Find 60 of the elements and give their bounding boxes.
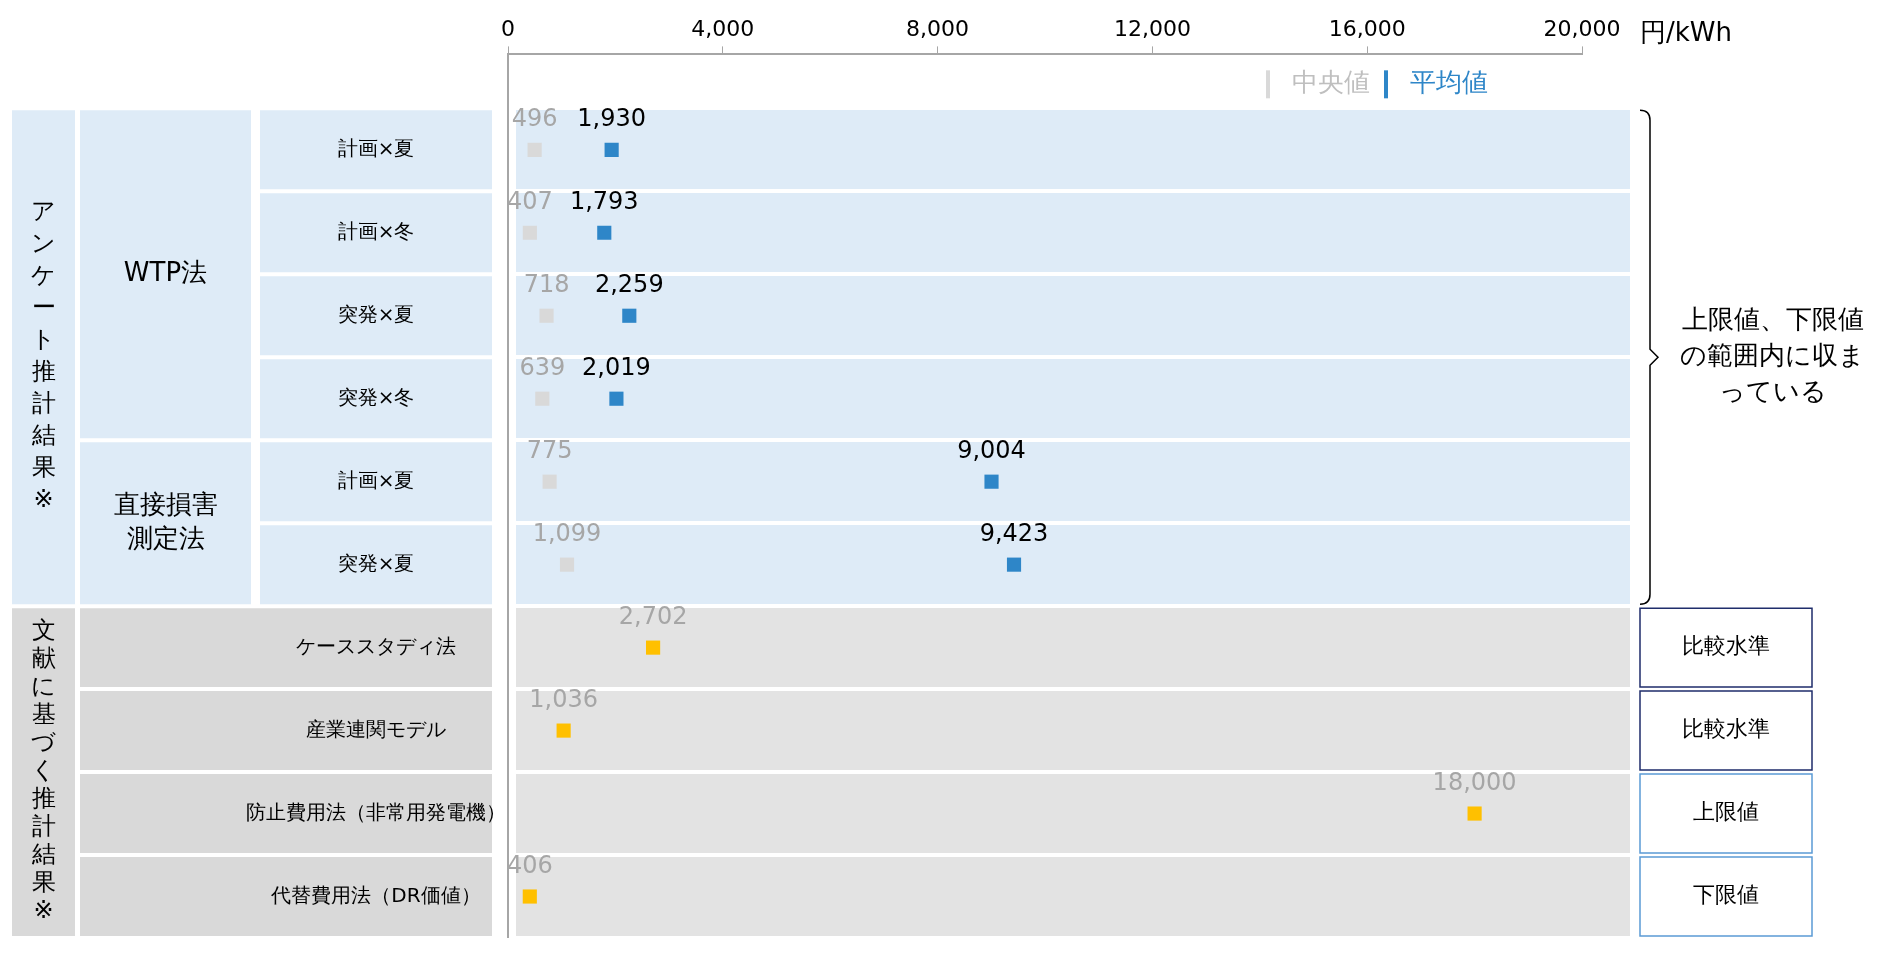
x-tick-label: 20,000: [1543, 15, 1621, 41]
data-label: 1,099: [532, 518, 602, 547]
data-label: 2,019: [582, 352, 651, 381]
legend-label: 中央値: [1292, 67, 1370, 98]
point: [539, 308, 554, 323]
text: 上限値、下限値の範囲内に収まっている: [1680, 303, 1865, 406]
data-label: 407: [506, 187, 553, 216]
point: [522, 225, 537, 240]
text: 文献に基づく推計結果※: [31, 616, 56, 925]
data-label: 18,000: [1432, 767, 1517, 796]
point: [535, 391, 550, 406]
data-label: 1,036: [529, 684, 598, 713]
point: [1467, 806, 1482, 821]
x-tick-label: 16,000: [1328, 15, 1406, 41]
text: 直接損害測定法: [113, 488, 218, 553]
y-tick-label: 突発×夏: [337, 550, 415, 575]
y-tick-label: 突発×冬: [337, 384, 415, 409]
data-label: 496: [511, 104, 558, 133]
legend-label: 平均値: [1410, 67, 1488, 98]
x-tick-label: 8,000: [906, 15, 970, 41]
data-label: 639: [519, 352, 566, 381]
x-tick-label: 12,000: [1113, 15, 1191, 41]
text: 比較水準: [1682, 716, 1770, 742]
point: [522, 889, 537, 904]
data-label: 9,423: [979, 518, 1049, 547]
data-label: 718: [523, 269, 570, 298]
x-axis-title: 円/kWh: [1640, 16, 1733, 47]
data-label: 406: [506, 850, 553, 879]
y-tick-label: 代替費用法（DR価値）: [270, 882, 481, 907]
point: [622, 308, 637, 323]
data-label: 1,930: [577, 104, 646, 133]
y-tick-label: 計画×夏: [337, 467, 415, 492]
x-tick-label: 0: [501, 15, 515, 41]
y-tick-label: 計画×夏: [337, 136, 415, 161]
text: 上限値: [1693, 799, 1759, 825]
x-tick-label: 4,000: [691, 15, 755, 41]
data-label: 9,004: [957, 435, 1026, 464]
y-tick-label: 防止費用法（非常用発電機）: [246, 799, 506, 824]
y-tick-label: ケーススタディ法: [296, 633, 456, 658]
data-label: 2,702: [618, 601, 688, 630]
text: 下限値: [1693, 882, 1759, 908]
data-label: 775: [526, 435, 573, 464]
y-tick-label: 計画×冬: [337, 218, 415, 243]
point: [604, 142, 619, 157]
point: [984, 474, 999, 489]
point: [1006, 557, 1022, 572]
text: アンケート推計結果※: [31, 197, 56, 514]
point: [542, 474, 557, 489]
y-tick-label: 産業連関モデル: [306, 716, 446, 741]
text: WTP法: [123, 257, 208, 288]
point: [609, 391, 624, 406]
text: 比較水準: [1682, 633, 1770, 659]
y-tick-label: 突発×夏: [337, 301, 415, 326]
data-label: 1,793: [569, 187, 639, 216]
point: [527, 142, 542, 157]
point: [646, 640, 661, 655]
data-label: 2,259: [594, 269, 664, 298]
point: [559, 557, 575, 572]
point: [597, 225, 612, 240]
point: [556, 723, 571, 738]
